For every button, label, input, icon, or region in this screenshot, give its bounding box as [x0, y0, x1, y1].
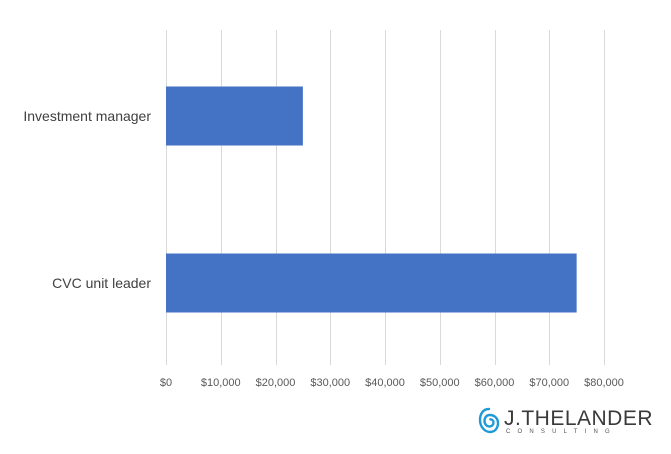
x-axis-tick-labels: $0 $10,000 $20,000 $30,000 $40,000 $50,000 $60…: [160, 377, 624, 389]
x-tick-label-5: $50,000: [420, 377, 460, 389]
category-label-investment-manager: Investment manager: [23, 108, 151, 124]
category-label-cvc-unit-leader: CVC unit leader: [52, 275, 151, 291]
bar-cvc-unit-leader: [166, 253, 577, 313]
x-tick-label-1: $10,000: [201, 377, 241, 389]
x-tick-label-7: $70,000: [529, 377, 569, 389]
company-logo: J.THELANDER CONSULTING: [478, 405, 653, 439]
category-labels: Investment manager CVC unit leader: [23, 108, 151, 291]
x-tick-label-6: $60,000: [475, 377, 515, 389]
x-tick-label-2: $20,000: [256, 377, 296, 389]
logo-text: J.THELANDER: [504, 407, 654, 430]
bars: [166, 86, 577, 313]
x-tick-label-8: $80,000: [584, 377, 624, 389]
x-tick-label-0: $0: [160, 377, 172, 389]
logo-subtext: CONSULTING: [506, 429, 617, 435]
swirl-logo-icon: [478, 407, 500, 434]
x-tick-label-3: $30,000: [310, 377, 350, 389]
gridlines: [166, 30, 605, 365]
bar-investment-manager: [166, 86, 303, 146]
x-tick-label-4: $40,000: [365, 377, 405, 389]
